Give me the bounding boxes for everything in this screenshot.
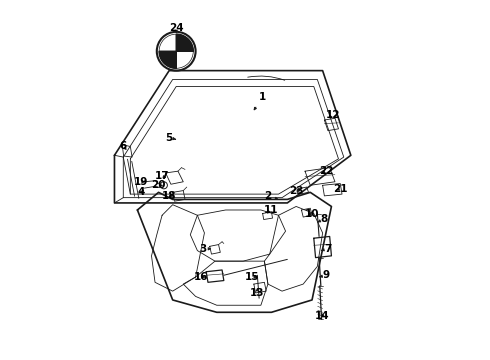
Text: 2: 2 <box>264 191 277 201</box>
Polygon shape <box>176 34 193 51</box>
Text: 20: 20 <box>151 180 166 190</box>
Text: 21: 21 <box>333 184 347 194</box>
Text: 13: 13 <box>250 288 265 298</box>
Text: 19: 19 <box>134 177 148 187</box>
Text: 23: 23 <box>289 186 303 195</box>
Text: 6: 6 <box>120 141 127 152</box>
Text: 8: 8 <box>318 214 328 224</box>
Text: 14: 14 <box>315 311 330 321</box>
Text: 7: 7 <box>321 244 332 254</box>
Text: 22: 22 <box>319 166 333 176</box>
Text: 24: 24 <box>169 23 184 33</box>
Text: 18: 18 <box>162 191 176 201</box>
Text: 17: 17 <box>155 171 170 181</box>
Text: 11: 11 <box>264 205 279 215</box>
Polygon shape <box>159 51 176 68</box>
Text: 9: 9 <box>319 270 330 280</box>
Text: 1: 1 <box>254 92 266 110</box>
Text: 4: 4 <box>137 187 145 197</box>
Text: 12: 12 <box>326 110 341 120</box>
Text: 3: 3 <box>199 244 210 254</box>
Text: 16: 16 <box>194 272 208 282</box>
Text: 10: 10 <box>305 208 319 219</box>
Text: 5: 5 <box>166 133 175 143</box>
Text: 15: 15 <box>245 272 259 282</box>
